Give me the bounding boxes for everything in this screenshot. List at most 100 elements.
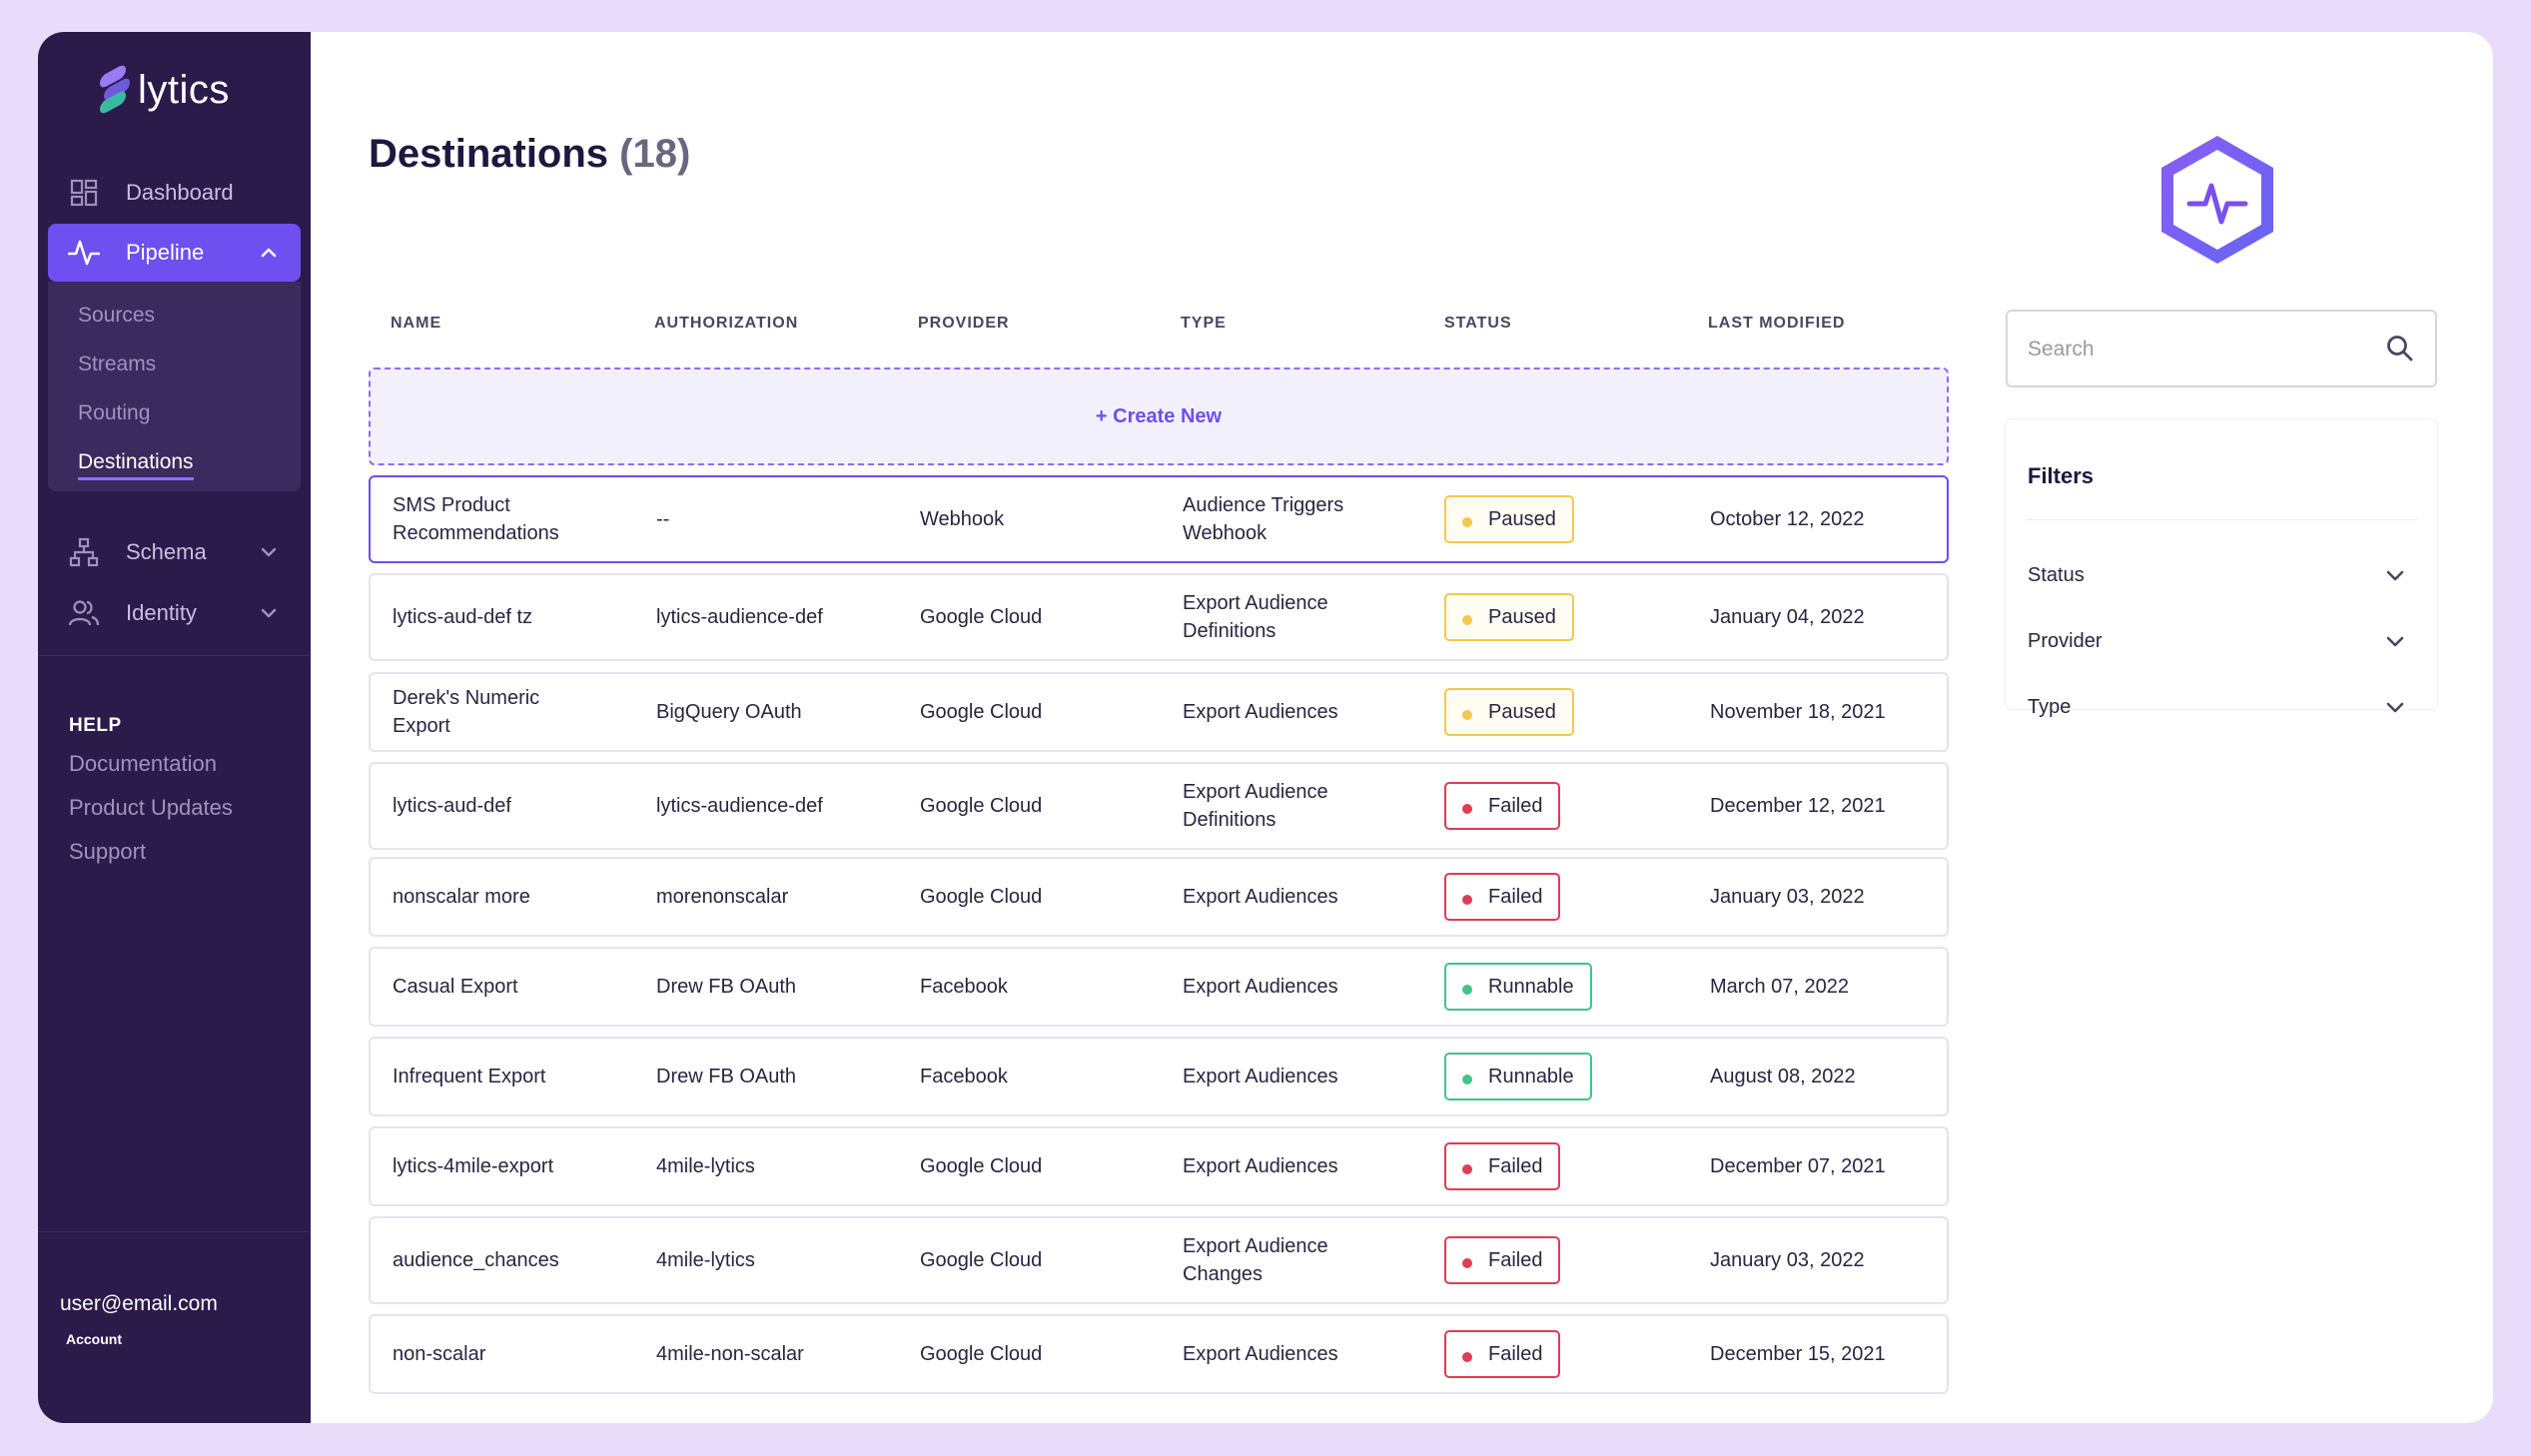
lytics-logo-icon (98, 63, 132, 116)
table-row[interactable]: lytics-aud-def lytics-audience-def Google … (369, 762, 1949, 850)
column-header-provider[interactable]: PROVIDER (918, 315, 1010, 332)
status-label: Paused (1488, 507, 1556, 530)
cell-last-modified: December 07, 2021 (1710, 1155, 1886, 1177)
filters-divider (2026, 519, 2417, 520)
chevron-down-icon (259, 603, 279, 629)
status-dot-icon (1462, 1075, 1472, 1085)
cell-type: Export Audiences (1183, 1155, 1338, 1177)
table-row[interactable]: non-scalar 4mile-non-scalar Google Cloud Ex… (369, 1314, 1949, 1394)
cell-type: Export Audiences (1183, 976, 1338, 998)
cell-last-modified: January 04, 2022 (1710, 606, 1865, 628)
nav-schema[interactable]: Schema (48, 523, 301, 581)
cell-authorization: Drew FB OAuth (656, 1066, 797, 1088)
cell-provider: Webhook (920, 508, 1005, 530)
destination-count: (18) (619, 132, 691, 176)
cell-name: SMS Product Recommendations (393, 494, 559, 544)
nav-pipeline[interactable]: Pipeline (48, 224, 301, 282)
cell-provider: Facebook (920, 976, 1008, 998)
cell-type: Export Audiences (1183, 886, 1338, 908)
search-box[interactable] (2006, 310, 2437, 387)
filter-label: Provider (2028, 629, 2103, 652)
sidebar-item-sources[interactable]: Sources (78, 304, 156, 327)
dashboard-grid-icon (68, 177, 100, 209)
filters-panel: Filters Status Provider Type (2006, 419, 2437, 718)
nav-dashboard[interactable]: Dashboard (48, 164, 301, 222)
column-header-type[interactable]: TYPE (1181, 315, 1227, 332)
table-row[interactable]: lytics-aud-def tz lytics-audience-def Goog… (369, 573, 1949, 661)
table-row[interactable]: Infrequent Export Drew FB OAuth Facebook Ex… (369, 1037, 1949, 1116)
cell-provider: Google Cloud (920, 886, 1043, 908)
filter-label: Status (2028, 563, 2085, 586)
sidebar-item-destinations[interactable]: Destinations (78, 450, 194, 480)
search-input[interactable] (2028, 332, 2367, 367)
cell-last-modified: January 03, 2022 (1710, 886, 1865, 908)
cell-authorization: 4mile-non-scalar (656, 1343, 804, 1365)
nav-label: Pipeline (126, 240, 205, 265)
filter-status[interactable]: Status (2028, 555, 2415, 595)
status-badge: Failed (1444, 782, 1561, 830)
cell-authorization: 4mile-lytics (656, 1155, 755, 1177)
cell-last-modified: October 12, 2022 (1710, 508, 1865, 530)
help-link-support[interactable]: Support (69, 839, 147, 864)
status-badge: Paused (1444, 593, 1574, 641)
status-badge: Failed (1444, 1236, 1561, 1284)
cell-authorization: lytics-audience-def (656, 606, 823, 628)
column-header-status[interactable]: STATUS (1444, 315, 1512, 332)
app-window: lytics Dashboard Pipeline Sou (38, 32, 2493, 1423)
status-dot-icon (1462, 1258, 1472, 1268)
cell-authorization: morenonscalar (656, 886, 789, 908)
account-link[interactable]: Account (66, 1331, 122, 1347)
nav-identity[interactable]: Identity (48, 584, 301, 642)
table-row[interactable]: nonscalar more morenonscalar Google Cloud E… (369, 857, 1949, 937)
cell-provider: Google Cloud (920, 1155, 1043, 1177)
chevron-down-icon (259, 542, 279, 568)
cell-provider: Google Cloud (920, 1249, 1043, 1271)
cell-name: nonscalar more (393, 886, 530, 908)
cell-type: Audience Triggers Webhook (1183, 494, 1344, 544)
cell-last-modified: November 18, 2021 (1710, 701, 1886, 723)
search-icon[interactable] (2385, 334, 2415, 368)
cell-type: Export Audience Changes (1183, 1235, 1328, 1285)
chevron-up-icon (259, 243, 279, 269)
table-row[interactable]: Derek's Numeric Export BigQuery OAuth Goog… (369, 672, 1949, 752)
chevron-down-icon (2383, 629, 2407, 659)
status-label: Failed (1488, 1248, 1543, 1271)
table-row[interactable]: SMS Product Recommendations -- Webhook Audi… (369, 475, 1949, 563)
status-label: Failed (1488, 885, 1543, 908)
cell-type: Export Audiences (1183, 1066, 1338, 1088)
sidebar-item-streams[interactable]: Streams (78, 353, 157, 375)
sidebar-divider (38, 1231, 311, 1232)
status-label: Paused (1488, 605, 1556, 628)
cell-authorization: -- (656, 508, 670, 530)
create-new-button[interactable]: + Create New (369, 367, 1949, 465)
column-header-last-modified[interactable]: LAST MODIFIED (1708, 315, 1846, 332)
cell-provider: Google Cloud (920, 606, 1043, 628)
column-header-authorization[interactable]: AUTHORIZATION (654, 315, 799, 332)
table-row[interactable]: audience_chances 4mile-lytics Google Cloud… (369, 1216, 1949, 1304)
status-dot-icon (1462, 1164, 1472, 1174)
pulse-icon (68, 237, 100, 269)
user-email[interactable]: user@email.com (60, 1292, 218, 1315)
chevron-down-icon (2383, 563, 2407, 593)
status-label: Paused (1488, 700, 1556, 723)
filters-heading: Filters (2028, 463, 2095, 488)
status-badge: Runnable (1444, 963, 1592, 1011)
status-label: Runnable (1488, 1065, 1574, 1088)
status-dot-icon (1462, 1352, 1472, 1362)
hierarchy-icon (68, 536, 100, 568)
sidebar-item-routing[interactable]: Routing (78, 401, 151, 424)
table-row[interactable]: Casual Export Drew FB OAuth Facebook Export… (369, 947, 1949, 1027)
logo[interactable]: lytics (98, 63, 230, 116)
table-row[interactable]: lytics-4mile-export 4mile-lytics Google Cl… (369, 1126, 1949, 1206)
filter-provider[interactable]: Provider (2028, 621, 2415, 661)
filter-type[interactable]: Type (2028, 687, 2415, 727)
cell-name: audience_chances (393, 1249, 559, 1271)
cell-last-modified: January 03, 2022 (1710, 1249, 1865, 1271)
help-link-product-updates[interactable]: Product Updates (69, 795, 233, 820)
column-header-name[interactable]: NAME (391, 315, 442, 332)
nav-label: Schema (126, 539, 207, 564)
cell-provider: Google Cloud (920, 701, 1043, 723)
cell-provider: Facebook (920, 1066, 1008, 1088)
help-link-documentation[interactable]: Documentation (69, 751, 217, 776)
nav-label: Identity (126, 600, 197, 625)
